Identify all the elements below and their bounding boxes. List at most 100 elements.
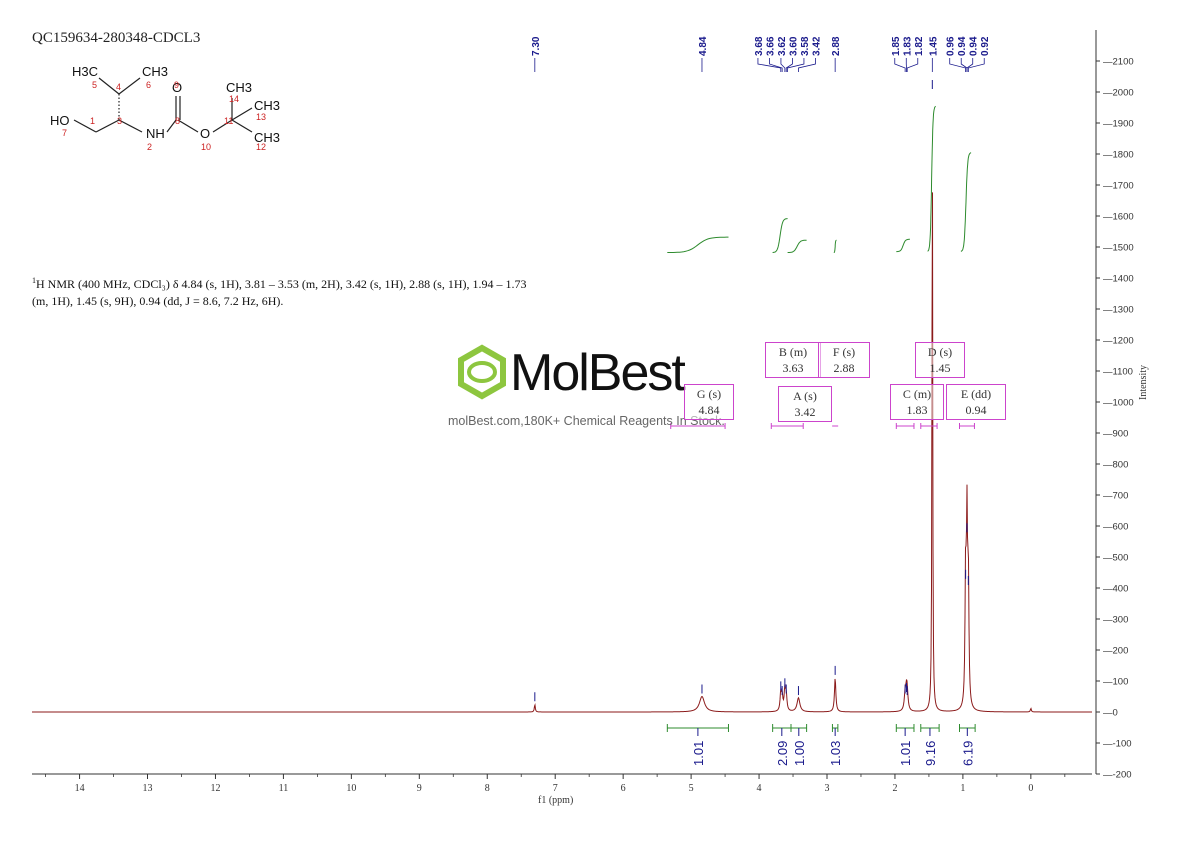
y-tick-label: —1400 <box>1103 274 1134 285</box>
integral-curve <box>787 239 807 253</box>
nucleus-superscript: 1 <box>32 276 36 285</box>
multiplet-d-shift: 1.45 <box>929 361 951 375</box>
multiplet-g-title: G (s) <box>696 387 722 401</box>
integral-curve <box>833 239 837 253</box>
atom-number: 13 <box>256 112 266 122</box>
atom-number: 8 <box>175 116 180 126</box>
y-tick-label: —-100 <box>1103 739 1132 750</box>
atom-label-o: O <box>172 80 182 95</box>
y-tick-label: —1500 <box>1103 243 1134 254</box>
y-tick-label: —1600 <box>1103 212 1134 223</box>
atom-number: 14 <box>229 94 239 104</box>
x-axis-label: f1 (ppm) <box>538 795 574 806</box>
multiplet-f-title: F (s) <box>832 345 856 359</box>
peak-leader-line <box>960 58 968 72</box>
multiplet-d-title: D (s) <box>927 345 953 359</box>
peak-shift-label: 4.84 <box>698 36 709 56</box>
integral-value-label: 2.09 <box>775 741 790 766</box>
y-tick-label: —1100 <box>1103 367 1133 378</box>
integral-curve <box>960 152 972 252</box>
multiplet-c-title: C (m) <box>902 387 932 401</box>
y-tick-label: —500 <box>1103 553 1128 564</box>
molbest-logo: MolBest <box>454 344 754 404</box>
peak-leader-line <box>967 58 985 72</box>
peak-shift-label: 0.94 <box>957 36 968 56</box>
x-tick-label: 13 <box>143 783 153 794</box>
integral-curve <box>896 238 910 253</box>
y-tick-label: —1000 <box>1103 398 1134 409</box>
logo-tagline: molBest.com,180K+ Chemical Reagents In S… <box>448 414 725 428</box>
peak-shift-label: 1.45 <box>928 36 939 56</box>
multiplet-box-g: G (s) 4.84 <box>684 384 734 420</box>
x-tick-label: 3 <box>825 783 830 794</box>
multiplet-box-f: F (s) 2.88 <box>818 342 870 378</box>
atom-label-ho: HO <box>50 113 70 128</box>
nmr-description: 1H NMR (400 MHz, CDCl₃) δ 4.84 (s, 1H), … <box>32 272 612 310</box>
x-tick-label: 11 <box>279 783 289 794</box>
y-tick-label: —2000 <box>1103 88 1134 99</box>
x-tick-label: 7 <box>553 783 558 794</box>
peak-shift-label: 1.83 <box>902 36 913 56</box>
nmr-description-line1: H NMR (400 MHz, CDCl₃) δ 4.84 (s, 1H), 3… <box>36 277 527 291</box>
multiplet-e-title: E (dd) <box>960 387 992 401</box>
multiplet-box-b: B (m) 3.63 <box>765 342 821 378</box>
y-tick-label: —600 <box>1103 522 1128 533</box>
integral-value-label: 9.16 <box>923 741 938 766</box>
multiplet-a-shift: 3.42 <box>794 405 816 419</box>
integral-value-label: 1.01 <box>691 741 706 766</box>
atom-label-nh: NH <box>146 126 165 141</box>
integral-curve <box>667 236 729 253</box>
atom-number: 12 <box>256 142 266 152</box>
y-tick-label: —900 <box>1103 429 1128 440</box>
peak-shift-label: 0.96 <box>946 36 957 56</box>
multiplet-g-shift: 4.84 <box>698 403 720 417</box>
y-tick-label: —800 <box>1103 460 1128 471</box>
peak-shift-label: 3.66 <box>765 36 776 56</box>
atom-number: 11 <box>224 116 233 126</box>
peak-leader-line <box>966 58 974 72</box>
spectrum-trace <box>32 192 1092 713</box>
atom-number: 7 <box>62 128 67 138</box>
logo-brand-text: MolBest <box>510 344 686 402</box>
y-tick-label: —1700 <box>1103 181 1134 192</box>
peak-shift-label: 3.62 <box>777 36 788 56</box>
y-tick-label: —2100 <box>1103 57 1134 68</box>
peak-leader-line <box>785 58 793 72</box>
x-tick-label: 1 <box>960 783 965 794</box>
atom-number: 3 <box>117 116 122 126</box>
y-tick-label: —1800 <box>1103 150 1134 161</box>
peak-leader-line <box>757 58 782 72</box>
y-tick-label: —300 <box>1103 615 1128 626</box>
peak-shift-label: 0.94 <box>969 36 980 56</box>
x-tick-label: 10 <box>346 783 356 794</box>
x-tick-label: 2 <box>892 783 897 794</box>
integral-curve <box>927 105 936 252</box>
atom-label-ch3: CH3 <box>142 64 168 79</box>
peak-shift-label: 3.60 <box>788 36 799 56</box>
peak-leader-line <box>780 58 786 72</box>
multiplet-box-c: C (m) 1.83 <box>890 384 944 420</box>
peak-leader-line <box>894 58 906 72</box>
y-tick-label: —1900 <box>1103 119 1134 130</box>
multiplet-c-shift: 1.83 <box>906 403 928 417</box>
peak-shift-label: 7.30 <box>531 36 542 56</box>
peak-shift-label: 3.68 <box>754 36 765 56</box>
y-tick-label: —700 <box>1103 491 1128 502</box>
atom-label-ch3: CH3 <box>226 80 252 95</box>
y-tick-label: —1300 <box>1103 305 1134 316</box>
peak-leader-line <box>769 58 783 72</box>
x-tick-label: 6 <box>621 783 626 794</box>
peak-shift-label: 0.92 <box>980 36 991 56</box>
multiplet-b-shift: 3.63 <box>782 361 804 375</box>
y-tick-label: —-200 <box>1103 770 1132 781</box>
chemical-structure: H3C CH3 CH3 CH3 CH3 HO NH O O 1 2 3 4 5 … <box>50 64 280 152</box>
y-tick-label: —400 <box>1103 584 1128 595</box>
benzene-logo-icon <box>458 344 506 400</box>
multiplet-b-title: B (m) <box>778 345 808 359</box>
peak-leader-line <box>787 58 805 72</box>
atom-label-ch3: CH3 <box>254 130 280 145</box>
integral-value-label: 1.03 <box>828 741 843 766</box>
peak-shift-label: 1.85 <box>891 36 902 56</box>
x-tick-label: 9 <box>417 783 422 794</box>
